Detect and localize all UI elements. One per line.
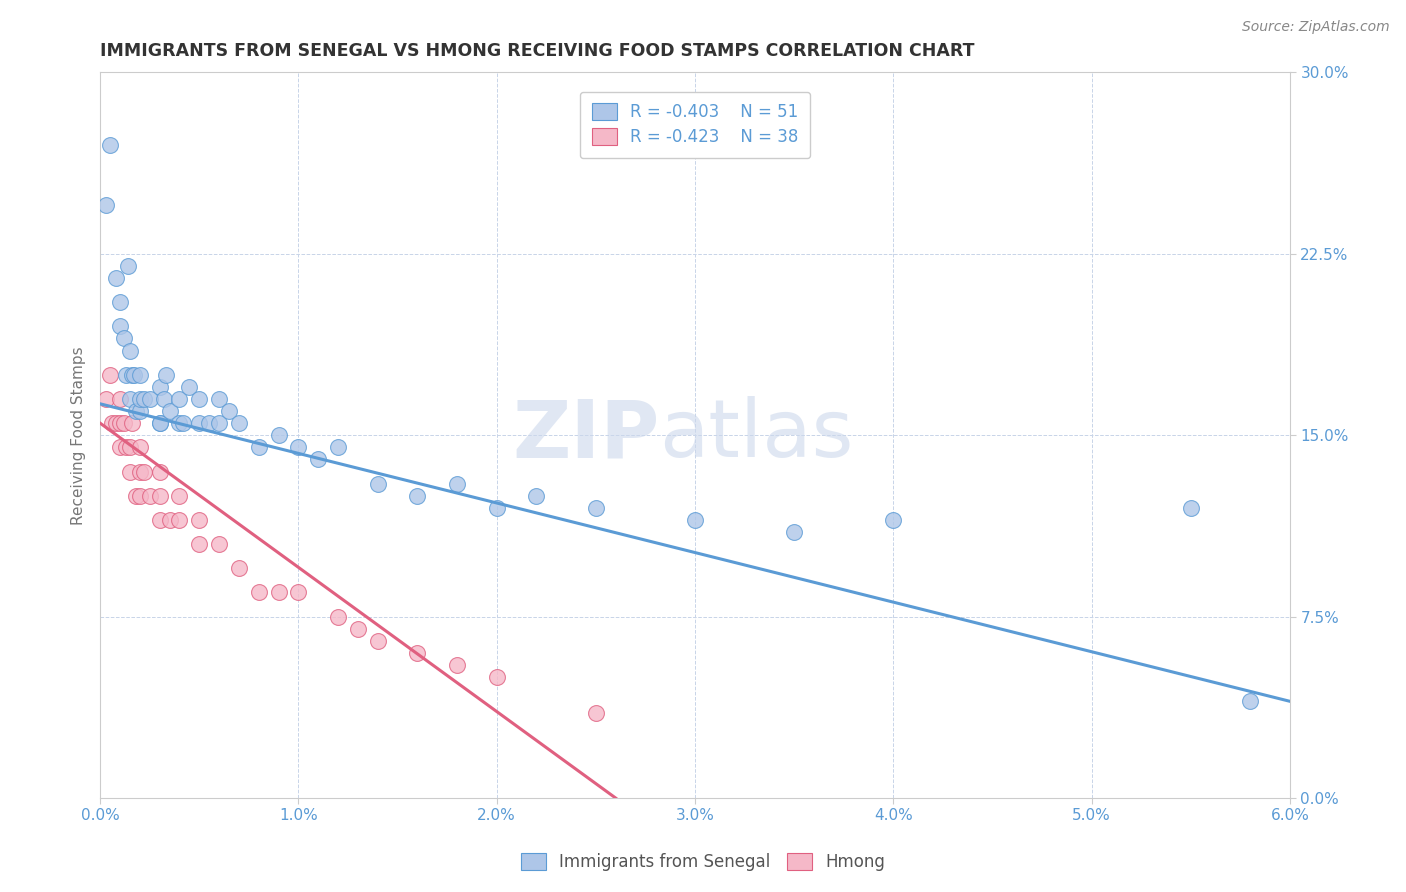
Point [179, 380, 201, 394]
Point [326, 609, 349, 624]
Point [326, 441, 349, 455]
Point [446, 476, 468, 491]
Point [128, 392, 150, 406]
Point [218, 404, 240, 418]
Point [188, 392, 211, 406]
Point [128, 441, 150, 455]
Point [882, 513, 904, 527]
Point [188, 513, 211, 527]
Point [112, 416, 135, 430]
Point [524, 489, 547, 503]
Point [247, 441, 270, 455]
Point [117, 259, 139, 273]
Legend: R = -0.403    N = 51, R = -0.423    N = 38: R = -0.403 N = 51, R = -0.423 N = 38 [581, 92, 810, 158]
Text: atlas: atlas [659, 396, 853, 475]
Point [208, 392, 231, 406]
Point [1239, 694, 1261, 708]
Point [149, 465, 172, 479]
Point [188, 537, 211, 551]
Point [228, 416, 250, 430]
Text: IMMIGRANTS FROM SENEGAL VS HMONG RECEIVING FOOD STAMPS CORRELATION CHART: IMMIGRANTS FROM SENEGAL VS HMONG RECEIVI… [100, 42, 974, 60]
Point [406, 646, 429, 660]
Point [108, 319, 131, 334]
Point [287, 585, 309, 599]
Point [208, 416, 231, 430]
Point [307, 452, 329, 467]
Point [172, 416, 194, 430]
Point [149, 380, 172, 394]
Point [108, 392, 131, 406]
Point [152, 392, 174, 406]
Point [188, 416, 211, 430]
Text: ZIP: ZIP [512, 396, 659, 475]
Point [94, 198, 117, 212]
Point [125, 404, 148, 418]
Point [94, 392, 117, 406]
Point [121, 368, 143, 382]
Point [149, 416, 172, 430]
Point [198, 416, 221, 430]
Point [367, 633, 389, 648]
Point [118, 392, 141, 406]
Point [287, 441, 309, 455]
Point [108, 416, 131, 430]
Point [149, 416, 172, 430]
Point [101, 416, 124, 430]
Point [115, 368, 138, 382]
Point [98, 368, 121, 382]
Point [118, 343, 141, 358]
Point [347, 622, 370, 636]
Point [138, 489, 160, 503]
Point [267, 428, 290, 442]
Point [98, 138, 121, 153]
Point [108, 441, 131, 455]
Point [169, 416, 191, 430]
Point [112, 331, 135, 345]
Point [128, 489, 150, 503]
Point [446, 658, 468, 673]
Point [585, 500, 607, 515]
Point [125, 489, 148, 503]
Point [159, 513, 181, 527]
Point [128, 368, 150, 382]
Point [228, 561, 250, 575]
Point [149, 513, 172, 527]
Point [132, 392, 155, 406]
Point [149, 489, 172, 503]
Point [267, 585, 290, 599]
Point [108, 295, 131, 310]
Point [783, 524, 806, 539]
Point [155, 368, 177, 382]
Point [169, 392, 191, 406]
Point [128, 404, 150, 418]
Point [169, 513, 191, 527]
Point [115, 441, 138, 455]
Point [122, 368, 145, 382]
Point [104, 271, 127, 285]
Point [485, 670, 508, 684]
Point [121, 416, 143, 430]
Point [585, 706, 607, 721]
Point [485, 500, 508, 515]
Point [138, 392, 160, 406]
Point [367, 476, 389, 491]
Point [159, 404, 181, 418]
Point [132, 465, 155, 479]
Y-axis label: Receiving Food Stamps: Receiving Food Stamps [72, 346, 86, 524]
Point [208, 537, 231, 551]
Point [118, 441, 141, 455]
Point [169, 489, 191, 503]
Point [118, 465, 141, 479]
Point [406, 489, 429, 503]
Text: Source: ZipAtlas.com: Source: ZipAtlas.com [1241, 20, 1389, 34]
Point [683, 513, 706, 527]
Point [247, 585, 270, 599]
Point [128, 465, 150, 479]
Point [1180, 500, 1202, 515]
Legend: Immigrants from Senegal, Hmong: Immigrants from Senegal, Hmong [512, 845, 894, 880]
Point [104, 416, 127, 430]
